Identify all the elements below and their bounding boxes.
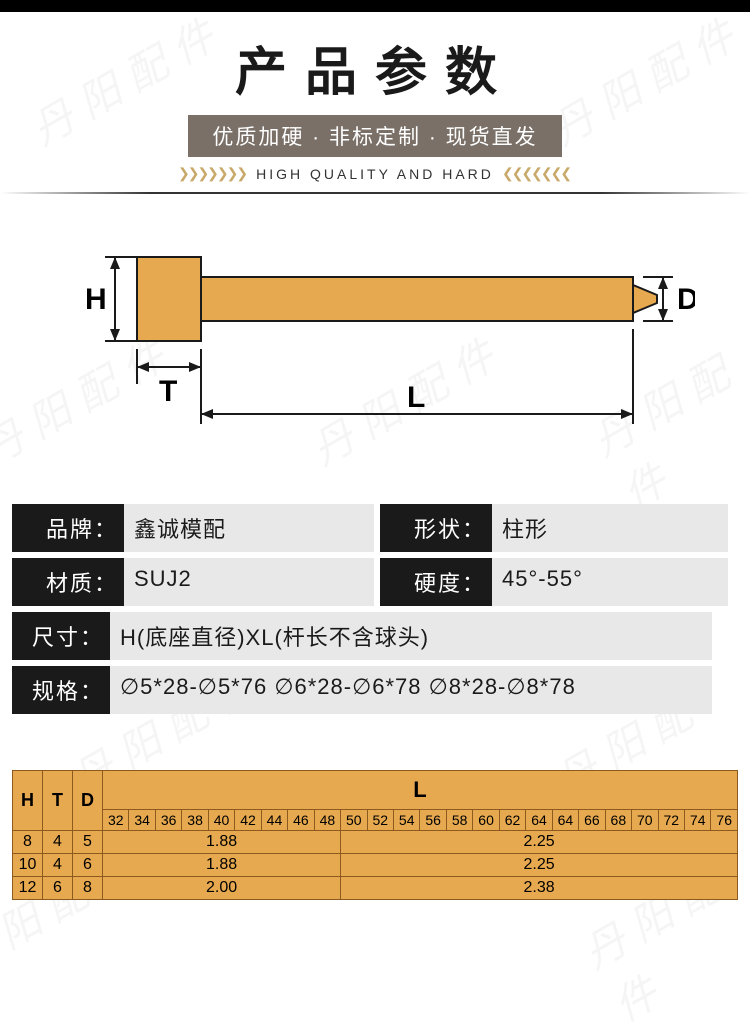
spec-value-size: H(底座直径)XL(杆长不含球头) xyxy=(110,612,712,660)
L-col: 44 xyxy=(261,810,287,831)
spec-table: 品牌：鑫诚模配 形状：柱形 材质：SUJ2 硬度：45°-55° 尺寸：H(底座… xyxy=(0,504,750,714)
spec-value-shape: 柱形 xyxy=(492,504,728,552)
L-col: 68 xyxy=(605,810,631,831)
L-col: 34 xyxy=(129,810,155,831)
th-L: L xyxy=(103,771,738,810)
chevron-right-icon: ❯❯❯❯❯❯❯ xyxy=(504,165,572,182)
L-col: 56 xyxy=(420,810,446,831)
L-col: 74 xyxy=(684,810,710,831)
cell-H: 10 xyxy=(13,854,43,877)
cell-range-a: 1.88 xyxy=(103,854,341,877)
subtitle: 优质加硬 · 非标定制 · 现货直发 xyxy=(188,115,561,157)
L-col: 72 xyxy=(658,810,684,831)
L-col: 60 xyxy=(473,810,499,831)
L-col: 58 xyxy=(446,810,472,831)
L-col: 66 xyxy=(579,810,605,831)
spec-label-size: 尺寸： xyxy=(12,612,110,660)
L-col: 36 xyxy=(155,810,181,831)
L-values-row: 3234363840424446485052545658606264646668… xyxy=(13,810,738,831)
spec-label-material: 材质： xyxy=(12,558,124,606)
spec-label-shape: 形状： xyxy=(380,504,492,552)
sub-banner: ❯❯❯❯❯❯❯ HIGH QUALITY AND HARD ❯❯❯❯❯❯❯ xyxy=(0,165,750,182)
spec-label-brand: 品牌： xyxy=(12,504,124,552)
cell-range-a: 1.88 xyxy=(103,831,341,854)
cell-range-a: 2.00 xyxy=(103,877,341,900)
data-row: 8451.882.25 xyxy=(13,831,738,854)
page-title: 产品参数 xyxy=(0,30,750,105)
th-T: T xyxy=(43,771,73,831)
spec-value-material: SUJ2 xyxy=(124,558,374,606)
cell-T: 4 xyxy=(43,854,73,877)
L-col: 54 xyxy=(393,810,419,831)
cell-range-b: 2.25 xyxy=(341,854,738,877)
spec-value-hardness: 45°-55° xyxy=(492,558,728,606)
dim-label-L: L xyxy=(407,381,425,414)
L-col: 46 xyxy=(288,810,314,831)
header: 产品参数 优质加硬 · 非标定制 · 现货直发 ❯❯❯❯❯❯❯ HIGH QUA… xyxy=(0,0,750,194)
spec-value-brand: 鑫诚模配 xyxy=(124,504,374,552)
spec-label-hardness: 硬度： xyxy=(380,558,492,606)
L-col: 62 xyxy=(499,810,525,831)
L-col: 48 xyxy=(314,810,340,831)
L-col: 76 xyxy=(711,810,738,831)
L-col: 40 xyxy=(208,810,234,831)
L-col: 52 xyxy=(367,810,393,831)
dim-label-T: T xyxy=(159,375,177,408)
L-col: 64 xyxy=(552,810,578,831)
cell-T: 6 xyxy=(43,877,73,900)
sub2-text: HIGH QUALITY AND HARD xyxy=(256,166,494,182)
cell-range-b: 2.25 xyxy=(341,831,738,854)
dim-label-H: H xyxy=(85,283,107,316)
cell-H: 12 xyxy=(13,877,43,900)
th-H: H xyxy=(13,771,43,831)
th-D: D xyxy=(73,771,103,831)
L-col: 38 xyxy=(182,810,208,831)
data-table: H T D L 32343638404244464850525456586062… xyxy=(12,770,738,900)
cell-range-b: 2.38 xyxy=(341,877,738,900)
chevron-left-icon: ❯❯❯❯❯❯❯ xyxy=(178,165,246,182)
L-col: 64 xyxy=(526,810,552,831)
cell-D: 5 xyxy=(73,831,103,854)
data-row: 10461.882.25 xyxy=(13,854,738,877)
product-diagram: H T L D xyxy=(55,239,695,469)
spec-value-spec: ∅5*28-∅5*76 ∅6*28-∅6*78 ∅8*28-∅8*78 xyxy=(110,666,712,714)
data-row: 12682.002.38 xyxy=(13,877,738,900)
header-top-bar xyxy=(0,0,750,12)
cell-H: 8 xyxy=(13,831,43,854)
dim-label-D: D xyxy=(677,283,695,316)
L-col: 32 xyxy=(103,810,129,831)
L-col: 42 xyxy=(235,810,261,831)
cell-D: 6 xyxy=(73,854,103,877)
cell-T: 4 xyxy=(43,831,73,854)
L-col: 70 xyxy=(632,810,658,831)
cell-D: 8 xyxy=(73,877,103,900)
spec-label-spec: 规格： xyxy=(12,666,110,714)
L-col: 50 xyxy=(341,810,367,831)
